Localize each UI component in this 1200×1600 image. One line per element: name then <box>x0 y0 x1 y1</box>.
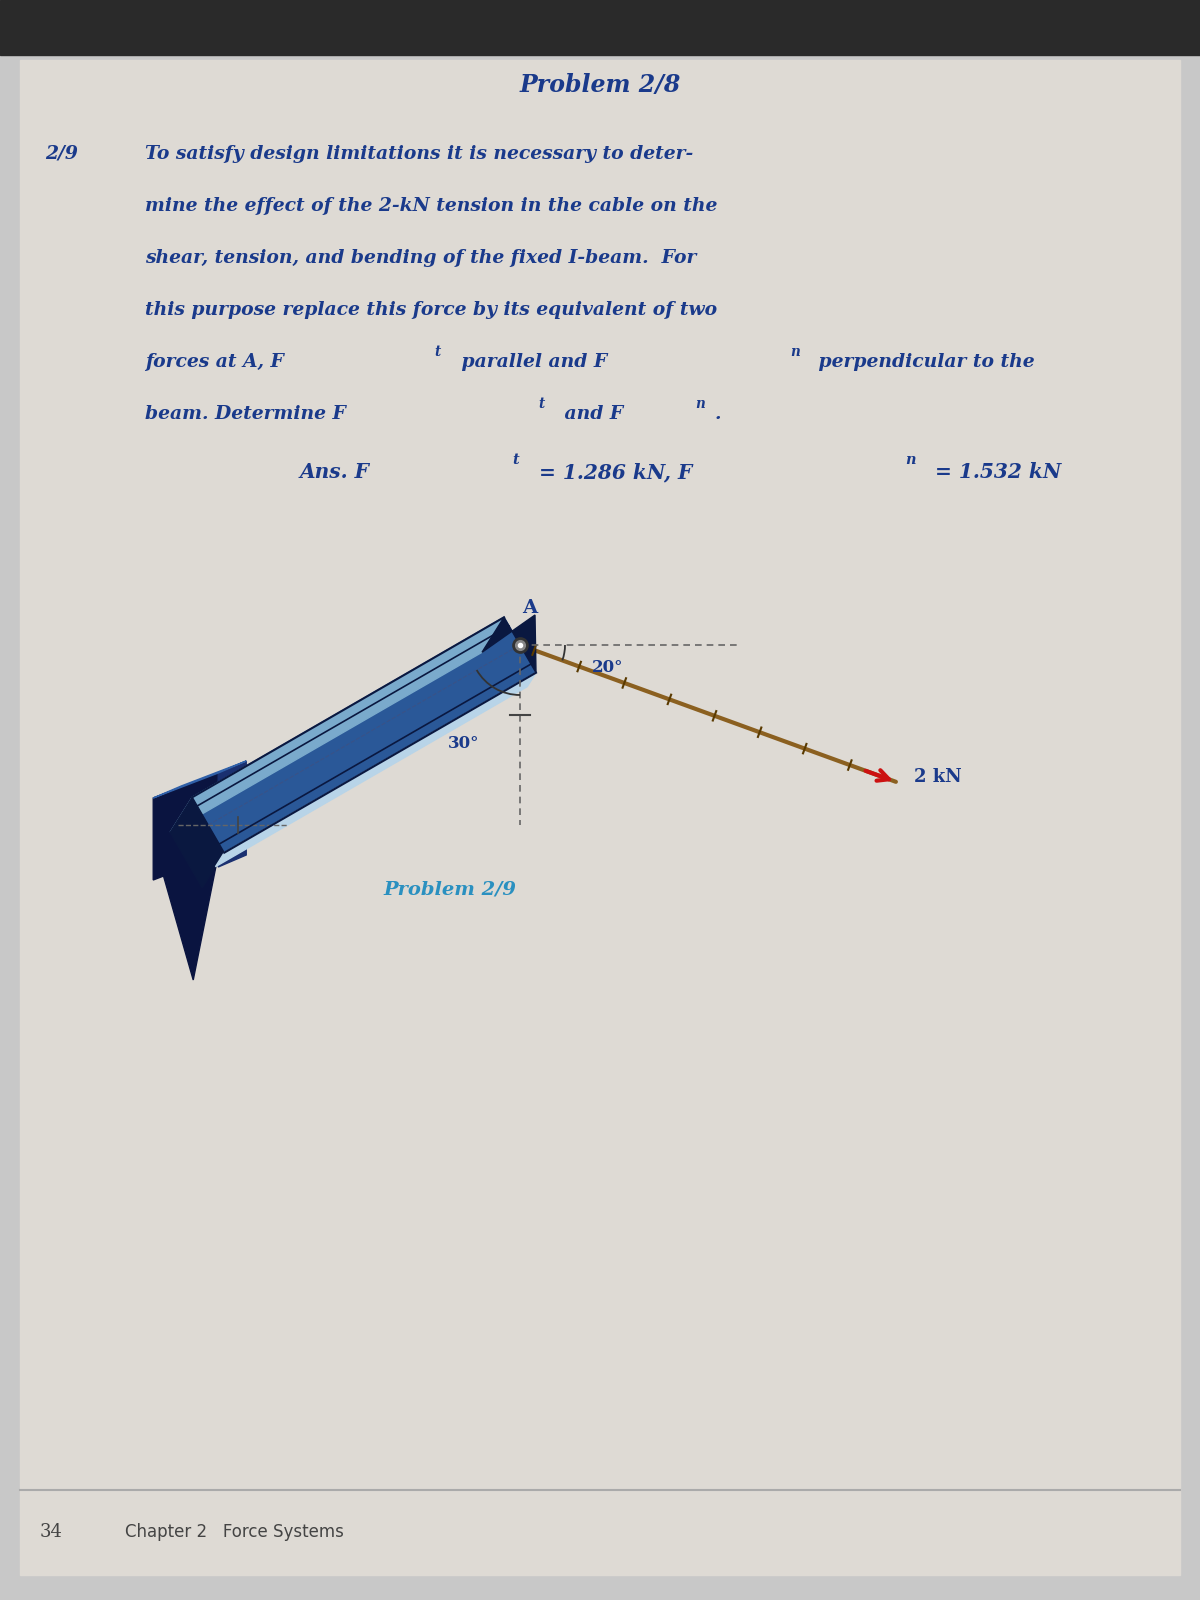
Text: n: n <box>905 453 916 467</box>
Polygon shape <box>192 618 536 853</box>
Text: t: t <box>434 346 440 358</box>
Text: Problem 2/9: Problem 2/9 <box>384 882 516 899</box>
Bar <box>0 0 1200 54</box>
Text: mine the effect of the 2-kN tension in the cable on the: mine the effect of the 2-kN tension in t… <box>145 197 718 214</box>
Polygon shape <box>218 843 246 867</box>
Text: n: n <box>790 346 800 358</box>
Text: To satisfy design limitations it is necessary to deter-: To satisfy design limitations it is nece… <box>145 146 694 163</box>
Text: 2 kN: 2 kN <box>914 768 961 786</box>
Text: perpendicular to the: perpendicular to the <box>812 354 1034 371</box>
Polygon shape <box>170 797 224 888</box>
Text: 20°: 20° <box>592 659 624 675</box>
Text: = 1.286 kN, F: = 1.286 kN, F <box>532 462 692 482</box>
Text: shear, tension, and bending of the fixed I-beam.  For: shear, tension, and bending of the fixed… <box>145 250 696 267</box>
Text: forces at A, F: forces at A, F <box>145 354 284 371</box>
Text: .: . <box>715 405 721 422</box>
Text: t: t <box>538 397 545 411</box>
Text: n: n <box>695 397 704 411</box>
Text: 34: 34 <box>40 1523 62 1541</box>
Polygon shape <box>154 773 218 880</box>
Text: Problem 2/8: Problem 2/8 <box>520 74 680 98</box>
Text: this purpose replace this force by its equivalent of two: this purpose replace this force by its e… <box>145 301 718 318</box>
Text: Ans. F: Ans. F <box>300 462 370 482</box>
Text: 30°: 30° <box>448 734 480 752</box>
Text: A: A <box>522 598 538 618</box>
Text: and F: and F <box>558 405 623 422</box>
Polygon shape <box>163 846 244 979</box>
Polygon shape <box>170 618 504 832</box>
Polygon shape <box>218 762 246 854</box>
Text: = 1.532 kN: = 1.532 kN <box>928 462 1061 482</box>
Text: 2/9: 2/9 <box>46 146 78 163</box>
Polygon shape <box>154 762 246 798</box>
Text: parallel and F: parallel and F <box>455 354 607 371</box>
Text: t: t <box>512 453 518 467</box>
Polygon shape <box>482 614 536 672</box>
Text: beam. Determine F: beam. Determine F <box>145 405 346 422</box>
Polygon shape <box>216 672 536 867</box>
Text: Chapter 2   Force Systems: Chapter 2 Force Systems <box>125 1523 344 1541</box>
